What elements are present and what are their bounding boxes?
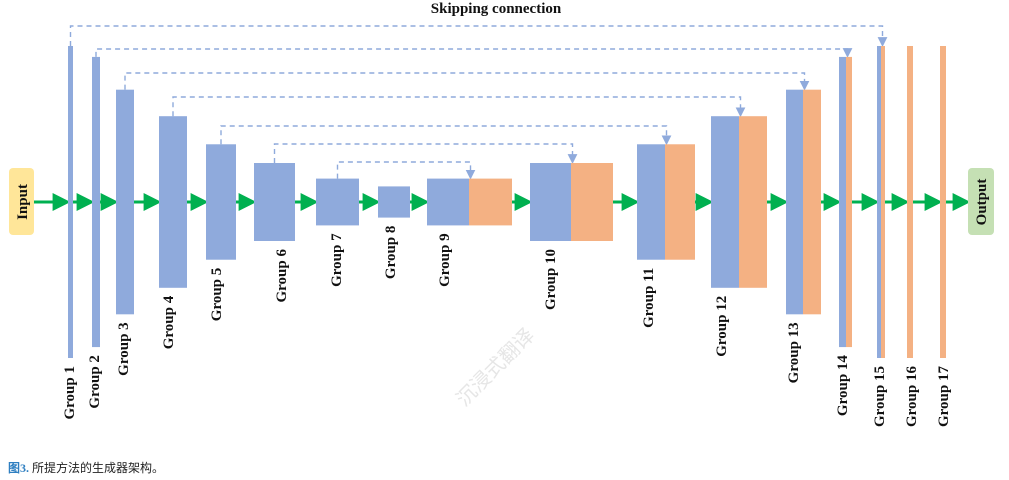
group-6-label: Group 6 — [274, 249, 290, 303]
group-3-label: Group 3 — [116, 322, 132, 376]
figure-number: 图3. — [8, 461, 30, 475]
watermark-text: 沉浸式翻译 — [452, 324, 539, 411]
group-16-concat-block — [907, 46, 913, 358]
group-14-block — [839, 56, 846, 348]
group-9-block — [427, 178, 469, 226]
group-2-block — [92, 56, 100, 348]
group-17-concat-block — [940, 46, 946, 358]
group-1-block — [68, 46, 73, 358]
group-14-concat-block — [846, 56, 852, 348]
group-9-label: Group 9 — [437, 233, 453, 287]
input-label: Input — [15, 184, 31, 220]
group-7-block — [316, 178, 359, 226]
skip-connection-5 — [220, 125, 672, 146]
group-10-label: Group 10 — [543, 249, 559, 310]
group-15-label: Group 15 — [872, 366, 888, 427]
group-12-concat-block — [739, 116, 767, 288]
group-13-concat-block — [803, 89, 821, 315]
group-12-label: Group 12 — [714, 296, 730, 357]
group-blocks — [68, 46, 946, 358]
group-1-label: Group 1 — [62, 366, 78, 420]
group-16-label: Group 16 — [904, 366, 920, 427]
group-4-block — [159, 116, 187, 288]
group-13-block — [786, 89, 803, 315]
figure-caption: 图3. 所提方法的生成器架构。 — [8, 459, 164, 476]
group-7-label: Group 7 — [329, 233, 345, 287]
output-label: Output — [974, 179, 990, 226]
group-17-label: Group 17 — [936, 366, 952, 427]
skip-connection-4 — [172, 96, 746, 118]
group-10-block — [530, 163, 571, 241]
group-8-block — [378, 186, 410, 218]
group-14-label: Group 14 — [835, 355, 851, 416]
group-10-concat-block — [571, 163, 613, 241]
output-box — [968, 168, 994, 235]
group-6-block — [254, 163, 295, 241]
architecture-svg: Skipping connection Group 1 Group 2Group … — [9, 1, 994, 427]
group-5-label: Group 5 — [209, 268, 225, 322]
group-11-block — [637, 144, 665, 260]
group-labels: Group 1 Group 2 Group 3 Group 4 Group 5 Group… — [62, 226, 952, 427]
input-box — [9, 168, 34, 235]
skip-connection-2 — [95, 48, 853, 58]
group-15-concat-block — [881, 46, 885, 358]
group-2-label: Group 2 — [87, 355, 103, 409]
group-3-block — [116, 89, 134, 315]
group-5-block — [206, 144, 236, 260]
group-15-block — [877, 46, 881, 358]
caption-text: 所提方法的生成器架构。 — [29, 461, 165, 475]
group-8-label: Group 8 — [383, 226, 399, 280]
group-11-concat-block — [665, 144, 695, 260]
skip-connection-6 — [273, 143, 578, 164]
skip-connection-3 — [124, 72, 810, 91]
output-node: Output — [968, 168, 994, 235]
group-11-label: Group 11 — [641, 268, 657, 328]
input-node: Input — [9, 168, 34, 235]
group-9-concat-block — [469, 178, 512, 226]
group-13-label: Group 13 — [786, 322, 802, 383]
skip-connection-1 — [69, 25, 888, 47]
diagram-title: Skipping connection — [431, 1, 562, 17]
skip-connections — [69, 25, 888, 180]
skip-connection-7 — [336, 161, 476, 180]
group-4-label: Group 4 — [161, 295, 177, 349]
group-12-block — [711, 116, 739, 288]
